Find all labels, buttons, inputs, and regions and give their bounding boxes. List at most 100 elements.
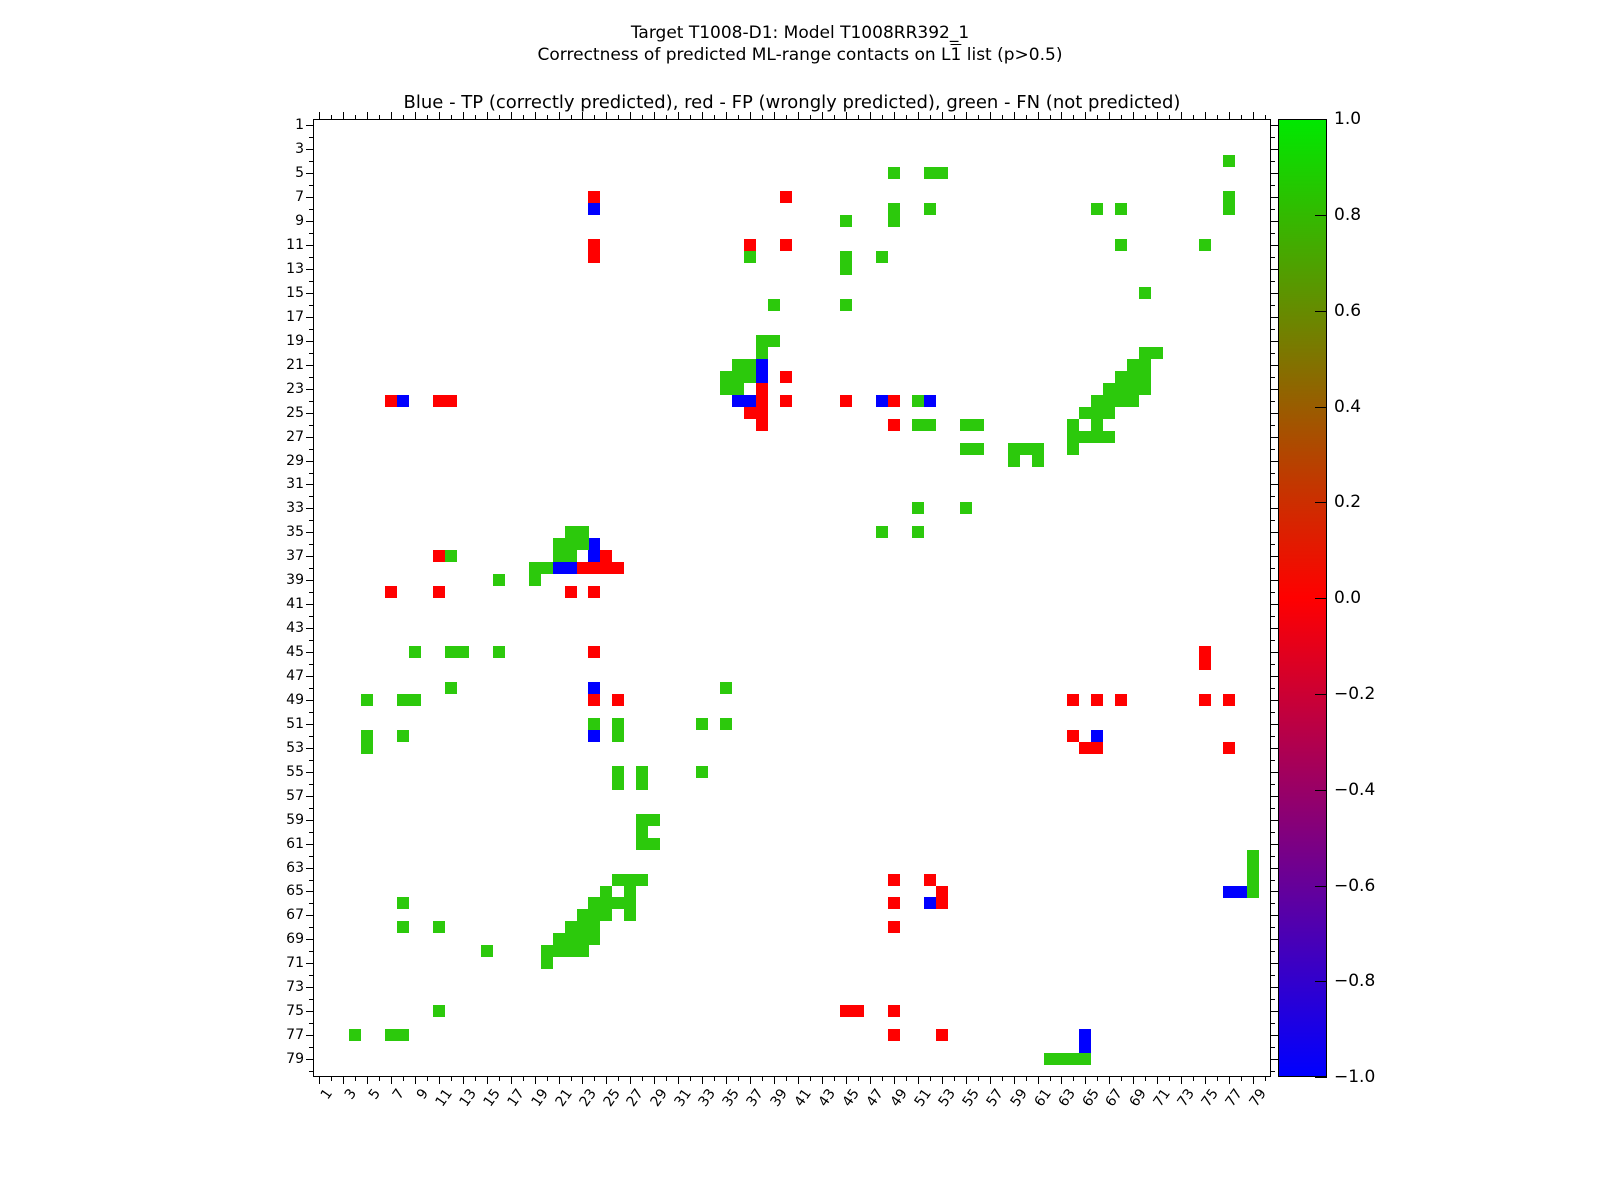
axis-tick: [654, 112, 656, 120]
axis-tick: [1271, 280, 1275, 282]
axis-tick: [309, 304, 313, 306]
colorbar-tick: [1315, 502, 1327, 504]
heatmap-cell-fn: [612, 873, 625, 886]
heatmap-cell-fn: [1115, 394, 1128, 407]
axis-tick: [738, 115, 740, 120]
axis-tick: [309, 687, 313, 689]
axis-tick: [929, 115, 931, 120]
y-axis-label: 31: [286, 476, 304, 493]
heatmap-cell-tp: [1235, 885, 1248, 898]
axis-tick: [606, 112, 608, 120]
y-axis-label: 13: [286, 260, 304, 277]
x-axis-label: 3: [341, 1086, 361, 1103]
heatmap-cell-fn: [540, 957, 553, 970]
axis-tick: [1271, 568, 1275, 570]
y-axis-label: 29: [286, 452, 304, 469]
axis-tick: [1271, 843, 1278, 845]
heatmap-cell-fn: [576, 933, 589, 946]
axis-tick: [1271, 819, 1278, 821]
axis-tick: [309, 496, 313, 498]
axis-tick: [1025, 115, 1027, 120]
axis-tick: [306, 149, 313, 151]
axis-tick: [450, 1077, 452, 1081]
axis-tick: [390, 112, 392, 120]
heatmap-cell-fn: [1079, 406, 1092, 419]
heatmap-cell-tp: [564, 562, 577, 575]
axis-tick: [845, 1077, 847, 1084]
axis-tick: [342, 112, 344, 120]
heatmap-cell-fn: [744, 370, 757, 383]
heatmap-cell-fn: [564, 933, 577, 946]
heatmap-cell-fn: [744, 251, 757, 263]
subtitle-overline-char: 1: [950, 45, 962, 65]
axis-tick: [857, 115, 859, 120]
heatmap-cell-fp: [1091, 741, 1104, 754]
heatmap-cell-tp: [1091, 729, 1104, 742]
axis-tick: [309, 1071, 313, 1072]
axis-tick: [309, 472, 313, 474]
heatmap-cell-fn: [696, 765, 709, 778]
axis-tick: [881, 115, 883, 120]
y-axis-label: 77: [286, 1027, 304, 1044]
heatmap-cell-fn: [444, 646, 457, 658]
heatmap-cell-fn: [732, 358, 745, 371]
heatmap-cell-fn: [1127, 370, 1140, 383]
x-axis-label: 55: [959, 1086, 983, 1110]
axis-tick: [1271, 592, 1275, 594]
heatmap-cell-tp: [756, 358, 769, 371]
axis-tick: [905, 115, 907, 120]
heatmap-cell-tp: [588, 729, 601, 742]
heatmap-cell-fn: [624, 873, 637, 886]
heatmap-cell-fp: [600, 562, 613, 575]
heatmap-cell-fn: [552, 945, 565, 958]
axis-tick: [486, 112, 488, 120]
heatmap-cell-tp: [756, 370, 769, 383]
heatmap-cell-fn: [588, 921, 601, 934]
heatmap-cell-fn: [624, 897, 637, 910]
axis-tick: [309, 999, 313, 1001]
y-axis-label: 27: [286, 428, 304, 445]
axis-tick: [1271, 927, 1275, 929]
heatmap-cell-tp: [588, 681, 601, 694]
heatmap-cell-fn: [911, 502, 924, 515]
heatmap-cell-fn: [720, 681, 733, 694]
axis-tick: [1271, 652, 1278, 653]
heatmap-cell-fn: [396, 897, 409, 910]
axis-tick: [309, 855, 313, 857]
axis-tick: [306, 867, 313, 869]
x-axis-label: 47: [863, 1086, 887, 1110]
axis-tick: [833, 115, 835, 120]
heatmap-cell-fn: [1103, 382, 1116, 395]
axis-tick: [1025, 1077, 1027, 1081]
x-axis-label: 13: [456, 1086, 480, 1110]
axis-tick: [1229, 1077, 1231, 1084]
axis-tick: [1271, 448, 1275, 450]
y-axis-label: 49: [286, 691, 304, 708]
heatmap-cell-fn: [576, 538, 589, 551]
subtitle-suffix: list (p>0.5): [961, 45, 1063, 65]
heatmap-cell-fn: [1199, 239, 1212, 251]
axis-tick: [546, 115, 548, 120]
y-axis-label: 47: [286, 668, 304, 684]
x-axis-label: 39: [767, 1086, 792, 1110]
heatmap-cell-fn: [1247, 861, 1259, 874]
heatmap-cell-fn: [1127, 394, 1140, 407]
heatmap-cell-fn: [624, 909, 637, 922]
axis-tick: [893, 112, 895, 120]
heatmap-cell-fn: [839, 251, 852, 263]
axis-tick: [309, 280, 313, 282]
heatmap-cell-tp: [1079, 1041, 1092, 1054]
axis-tick: [1271, 975, 1275, 977]
axis-tick: [678, 112, 680, 120]
heatmap-cell-fp: [1079, 741, 1092, 754]
heatmap-cell-fn: [1139, 346, 1152, 359]
axis-tick: [1271, 412, 1278, 414]
x-axis-label: 25: [600, 1086, 624, 1110]
heatmap-cell-fn: [552, 933, 565, 946]
heatmap-cell-fn: [456, 646, 469, 658]
axis-tick: [1271, 855, 1275, 857]
axis-tick: [750, 112, 752, 120]
axis-tick: [1271, 951, 1275, 953]
heatmap-cell-fn: [1091, 203, 1104, 216]
heatmap-cell-fn: [839, 263, 852, 275]
